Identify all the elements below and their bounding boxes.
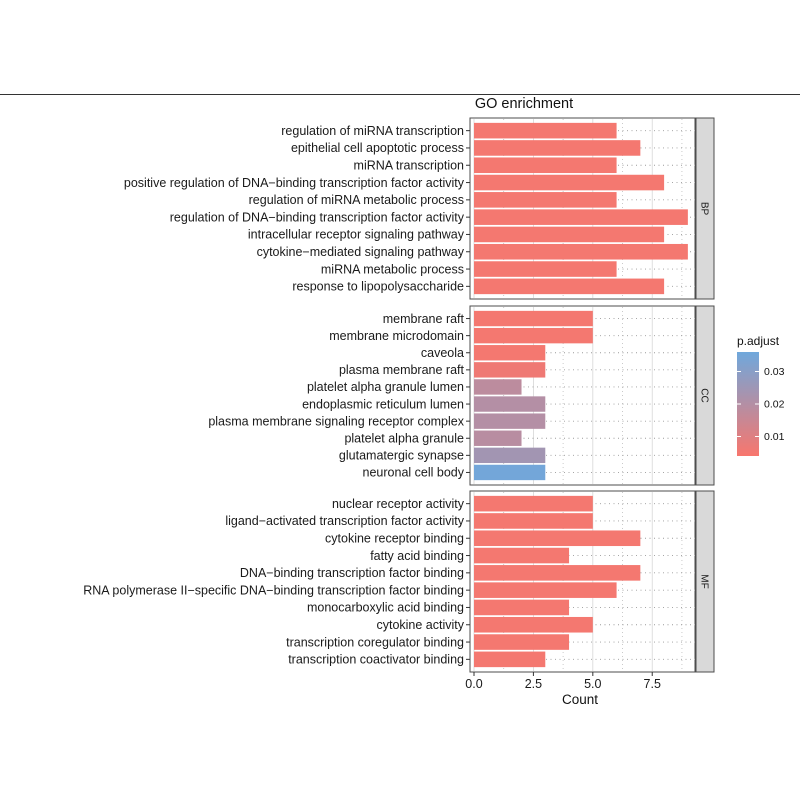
bar [474, 157, 617, 174]
term-label: monocarboxylic acid binding [307, 601, 464, 615]
bar [474, 430, 522, 446]
term-label: plasma membrane signaling receptor compl… [208, 414, 464, 428]
bar [474, 261, 617, 277]
bar [474, 513, 593, 529]
facet-strip [695, 305, 715, 486]
bar [474, 122, 617, 139]
term-label: glutamatergic synapse [339, 449, 464, 463]
term-label: membrane microdomain [329, 329, 464, 343]
facet-strip [695, 117, 715, 300]
bar [474, 209, 688, 225]
chart-title: GO enrichment [475, 96, 573, 112]
bar [474, 327, 593, 344]
term-label: neuronal cell body [363, 466, 465, 480]
bar [474, 174, 665, 191]
bar [474, 582, 617, 598]
term-label: transcription coregulator binding [286, 635, 464, 649]
legend: p.adjust 0.01 0.02 0.03 [737, 334, 785, 456]
term-label: platelet alpha granule [344, 431, 464, 445]
bar [474, 530, 641, 547]
x-tick-label: 2.5 [525, 677, 542, 691]
term-label: response to lipopolysaccharide [292, 280, 464, 294]
term-label: regulation of DNA−binding transcription … [170, 210, 465, 224]
term-label: platelet alpha granule lumen [307, 380, 464, 394]
term-label: fatty acid binding [370, 549, 464, 563]
term-label: regulation of miRNA transcription [281, 124, 464, 138]
bar [474, 379, 522, 395]
term-label: intracellular receptor signaling pathway [248, 228, 465, 242]
term-label: ligand−activated transcription factor ac… [225, 514, 464, 528]
bar [474, 140, 641, 156]
x-tick-label: 5.0 [584, 677, 601, 691]
term-label: epithelial cell apoptotic process [291, 141, 464, 155]
bar [474, 278, 665, 295]
facet-strip-label: MF [699, 574, 710, 588]
term-label: membrane raft [383, 312, 465, 326]
bar [474, 362, 546, 378]
bar [474, 396, 546, 412]
term-label: regulation of miRNA metabolic process [249, 193, 464, 207]
bar [474, 651, 546, 668]
legend-tick-label: 0.03 [764, 366, 785, 378]
term-label: cytokine activity [376, 618, 464, 632]
bar [474, 192, 617, 208]
top-border-line [0, 94, 800, 95]
legend-colorbar [737, 352, 759, 456]
term-label: RNA polymerase II−specific DNA−binding t… [83, 583, 464, 597]
term-label: cytokine receptor binding [325, 531, 464, 545]
facet-strip [695, 490, 715, 673]
term-label: transcription coactivator binding [288, 653, 464, 667]
bar [474, 464, 546, 481]
legend-title: p.adjust [737, 334, 780, 348]
legend-ticks: 0.01 0.02 0.03 [737, 366, 785, 443]
bar [474, 565, 641, 581]
bar [474, 616, 593, 633]
x-tick-label: 0.0 [465, 677, 482, 691]
term-label: plasma membrane raft [339, 363, 465, 377]
facet-panel-mf: nuclear receptor activity ligand−activate… [83, 490, 715, 673]
term-label: positive regulation of DNA−binding trans… [124, 176, 465, 190]
term-label: nuclear receptor activity [332, 497, 465, 511]
bar [474, 243, 688, 260]
facet-strip-label: BP [699, 202, 710, 216]
x-tick-label: 7.5 [644, 677, 661, 691]
legend-tick-label: 0.01 [764, 431, 785, 443]
term-label: endoplasmic reticulum lumen [302, 397, 464, 411]
bar [474, 634, 570, 650]
term-label: miRNA transcription [354, 158, 464, 172]
term-label: DNA−binding transcription factor binding [240, 566, 464, 580]
bar [474, 413, 546, 429]
facet-strip-label: CC [699, 388, 710, 402]
bar [474, 345, 546, 361]
legend-tick-label: 0.02 [764, 399, 785, 411]
term-label: caveola [421, 346, 464, 360]
bar [474, 310, 593, 327]
facet-panel-bp: regulation of miRNA transcription epithel… [124, 117, 715, 300]
bar [474, 226, 665, 243]
term-label: miRNA metabolic process [321, 262, 464, 276]
bar [474, 495, 593, 512]
facet-panel-cc: membrane raft membrane microdomain caveola… [208, 305, 715, 486]
facet-panels: regulation of miRNA transcription epithel… [83, 117, 715, 673]
term-label: cytokine−mediated signaling pathway [257, 245, 465, 259]
bar [474, 447, 546, 464]
x-axis-title: Count [562, 692, 598, 707]
bar [474, 599, 570, 616]
bar [474, 547, 570, 564]
x-axis: 0.0 2.5 5.0 7.5 [465, 672, 661, 691]
